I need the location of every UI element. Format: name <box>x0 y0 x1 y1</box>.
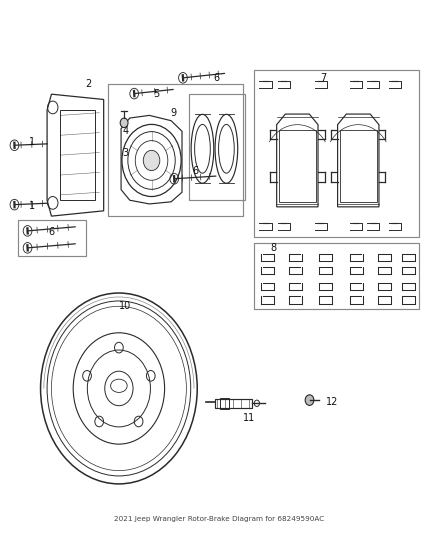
Text: 12: 12 <box>326 397 338 407</box>
Text: 10: 10 <box>119 301 131 311</box>
Bar <box>18 220 86 256</box>
Circle shape <box>305 395 314 406</box>
Text: 4: 4 <box>122 126 128 136</box>
Circle shape <box>143 150 160 171</box>
Circle shape <box>120 118 128 127</box>
Text: 2021 Jeep Wrangler Rotor-Brake Diagram for 68249590AC: 2021 Jeep Wrangler Rotor-Brake Diagram f… <box>114 516 324 522</box>
Bar <box>220 398 229 409</box>
Text: 7: 7 <box>320 73 327 83</box>
Bar <box>60 110 95 200</box>
Text: 8: 8 <box>270 243 276 253</box>
Text: 6: 6 <box>192 166 198 176</box>
Text: 2: 2 <box>85 78 92 88</box>
Text: 1: 1 <box>29 137 35 147</box>
Text: 6: 6 <box>214 73 220 83</box>
Bar <box>215 399 252 408</box>
Text: 6: 6 <box>48 227 54 237</box>
Bar <box>254 70 419 237</box>
Text: 1: 1 <box>29 200 35 211</box>
Text: 5: 5 <box>153 89 159 99</box>
Text: 3: 3 <box>122 148 128 158</box>
Text: 11: 11 <box>244 413 256 423</box>
Bar <box>254 243 419 309</box>
Bar <box>108 84 243 216</box>
Text: 9: 9 <box>170 108 177 118</box>
Bar <box>188 94 245 200</box>
